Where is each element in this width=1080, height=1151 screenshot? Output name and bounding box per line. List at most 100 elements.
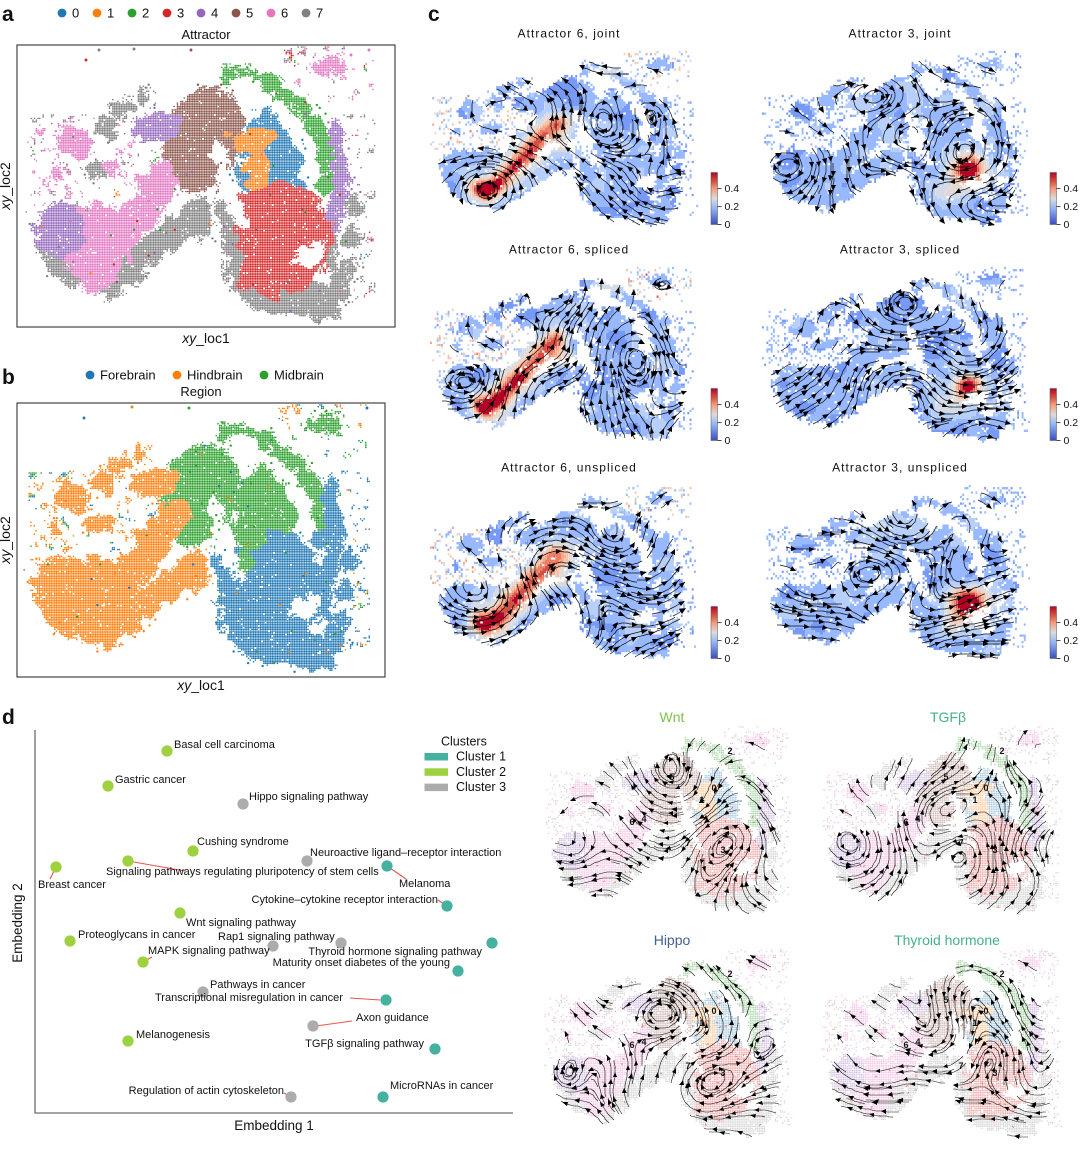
- svg-text:Cluster 2: Cluster 2: [456, 765, 506, 779]
- svg-text:5: 5: [669, 995, 674, 1005]
- svg-text:Pathways in cancer: Pathways in cancer: [210, 979, 306, 991]
- svg-text:Hippo signaling pathway: Hippo signaling pathway: [249, 791, 369, 803]
- svg-text:Cushing syndrome: Cushing syndrome: [197, 836, 289, 848]
- svg-text:Gastric cancer: Gastric cancer: [115, 774, 186, 786]
- svg-text:Midbrain: Midbrain: [274, 368, 324, 383]
- svg-text:6: 6: [903, 1040, 908, 1050]
- svg-text:4: 4: [211, 6, 218, 21]
- svg-text:xy_loc2: xy_loc2: [0, 516, 13, 565]
- svg-text:Thyroid hormone signaling path: Thyroid hormone signaling pathway: [308, 946, 482, 958]
- svg-text:Neuroactive ligand–receptor in: Neuroactive ligand–receptor interaction: [310, 847, 501, 859]
- svg-text:4: 4: [915, 1037, 920, 1047]
- svg-text:Basal cell carcinoma: Basal cell carcinoma: [174, 739, 276, 751]
- svg-text:0: 0: [725, 653, 731, 665]
- svg-text:Wnt signaling pathway: Wnt signaling pathway: [186, 917, 297, 929]
- svg-text:5: 5: [943, 995, 948, 1005]
- svg-text:Attractor 6, unspliced: Attractor 6, unspliced: [501, 461, 637, 475]
- svg-text:Thyroid hormone: Thyroid hormone: [894, 932, 1000, 948]
- svg-text:5: 5: [246, 6, 253, 21]
- svg-text:0.2: 0.2: [725, 417, 740, 429]
- svg-text:0.4: 0.4: [725, 617, 740, 629]
- svg-text:0: 0: [725, 435, 731, 447]
- svg-text:Cluster 1: Cluster 1: [456, 750, 506, 764]
- svg-text:0.4: 0.4: [1064, 617, 1079, 629]
- svg-text:Forebrain: Forebrain: [100, 368, 156, 383]
- svg-text:1: 1: [107, 6, 114, 21]
- svg-text:1: 1: [699, 795, 704, 805]
- svg-text:5: 5: [943, 772, 948, 782]
- svg-text:7: 7: [685, 1061, 690, 1071]
- svg-text:Attractor: Attractor: [181, 27, 231, 42]
- svg-text:0: 0: [711, 1006, 716, 1016]
- svg-text:0: 0: [1064, 219, 1070, 231]
- svg-text:0: 0: [1064, 653, 1070, 665]
- svg-text:3: 3: [992, 1068, 997, 1078]
- svg-text:0: 0: [983, 1006, 988, 1016]
- svg-text:Cytokine–cytokine receptor int: Cytokine–cytokine receptor interaction: [252, 894, 438, 906]
- svg-text:6: 6: [903, 817, 908, 827]
- svg-text:Proteoglycans in cancer: Proteoglycans in cancer: [78, 929, 196, 941]
- svg-text:0: 0: [72, 6, 79, 21]
- svg-text:3: 3: [177, 6, 184, 21]
- svg-text:2: 2: [727, 969, 732, 979]
- svg-text:0.4: 0.4: [1064, 399, 1079, 411]
- svg-text:0.4: 0.4: [725, 399, 740, 411]
- svg-text:0: 0: [1064, 435, 1070, 447]
- svg-text:2: 2: [999, 969, 1004, 979]
- svg-text:2: 2: [999, 746, 1004, 756]
- svg-text:0.2: 0.2: [725, 635, 740, 647]
- svg-text:TGFβ: TGFβ: [930, 709, 966, 725]
- svg-text:xy_loc1: xy_loc1: [176, 677, 225, 693]
- svg-text:Attractor 3, unspliced: Attractor 3, unspliced: [832, 461, 968, 475]
- svg-text:0.2: 0.2: [1064, 201, 1079, 213]
- svg-text:1: 1: [972, 1018, 977, 1028]
- svg-text:Attractor 3, spliced: Attractor 3, spliced: [840, 243, 960, 257]
- svg-text:Wnt: Wnt: [660, 709, 685, 725]
- svg-text:Hippo: Hippo: [654, 932, 691, 948]
- svg-text:Transcriptional misregulation: Transcriptional misregulation in cancer: [155, 992, 343, 1004]
- svg-text:Embedding 2: Embedding 2: [10, 883, 25, 963]
- svg-text:0.4: 0.4: [725, 183, 740, 195]
- svg-text:1: 1: [699, 1018, 704, 1028]
- svg-text:Clusters: Clusters: [441, 735, 487, 749]
- svg-text:MAPK signaling pathway: MAPK signaling pathway: [148, 945, 270, 957]
- svg-text:7: 7: [316, 6, 323, 21]
- svg-text:Melanogenesis: Melanogenesis: [136, 1029, 210, 1041]
- svg-text:Signaling pathways regulating: Signaling pathways regulating pluripoten…: [106, 866, 379, 878]
- svg-text:Maturity onset diabetes of the: Maturity onset diabetes of the young: [273, 957, 450, 969]
- svg-text:6: 6: [629, 1040, 634, 1050]
- svg-text:d: d: [2, 706, 15, 729]
- svg-text:xy_loc1: xy_loc1: [181, 330, 230, 346]
- svg-text:Melanoma: Melanoma: [399, 878, 451, 890]
- svg-text:1: 1: [972, 795, 977, 805]
- svg-text:5: 5: [669, 772, 674, 782]
- svg-text:TGFβ signaling pathway: TGFβ signaling pathway: [305, 1038, 424, 1050]
- svg-text:c: c: [428, 3, 440, 26]
- svg-text:Rap1 signaling pathway: Rap1 signaling pathway: [218, 931, 335, 943]
- svg-text:a: a: [2, 3, 14, 26]
- svg-text:7: 7: [685, 838, 690, 848]
- svg-text:0.2: 0.2: [725, 201, 740, 213]
- svg-text:7: 7: [958, 1061, 963, 1071]
- svg-text:Hindbrain: Hindbrain: [187, 368, 243, 383]
- svg-text:0.2: 0.2: [1064, 417, 1079, 429]
- svg-text:Breast cancer: Breast cancer: [38, 879, 106, 891]
- svg-text:6: 6: [629, 817, 634, 827]
- svg-text:Axon guidance: Axon guidance: [356, 1012, 429, 1024]
- svg-text:2: 2: [727, 746, 732, 756]
- svg-text:Attractor 3, joint: Attractor 3, joint: [849, 27, 952, 41]
- svg-text:0.2: 0.2: [1064, 635, 1079, 647]
- svg-text:4: 4: [915, 814, 920, 824]
- svg-text:Cluster 3: Cluster 3: [456, 780, 506, 794]
- svg-text:0.4: 0.4: [1064, 183, 1079, 195]
- svg-text:6: 6: [281, 6, 288, 21]
- svg-text:0: 0: [725, 219, 731, 231]
- svg-text:4: 4: [641, 814, 646, 824]
- svg-text:0: 0: [983, 783, 988, 793]
- svg-text:0: 0: [711, 783, 716, 793]
- svg-text:7: 7: [958, 838, 963, 848]
- svg-text:4: 4: [641, 1037, 646, 1047]
- svg-text:b: b: [2, 366, 15, 389]
- svg-text:Attractor 6, joint: Attractor 6, joint: [518, 27, 621, 41]
- svg-text:Attractor 6, spliced: Attractor 6, spliced: [509, 243, 629, 257]
